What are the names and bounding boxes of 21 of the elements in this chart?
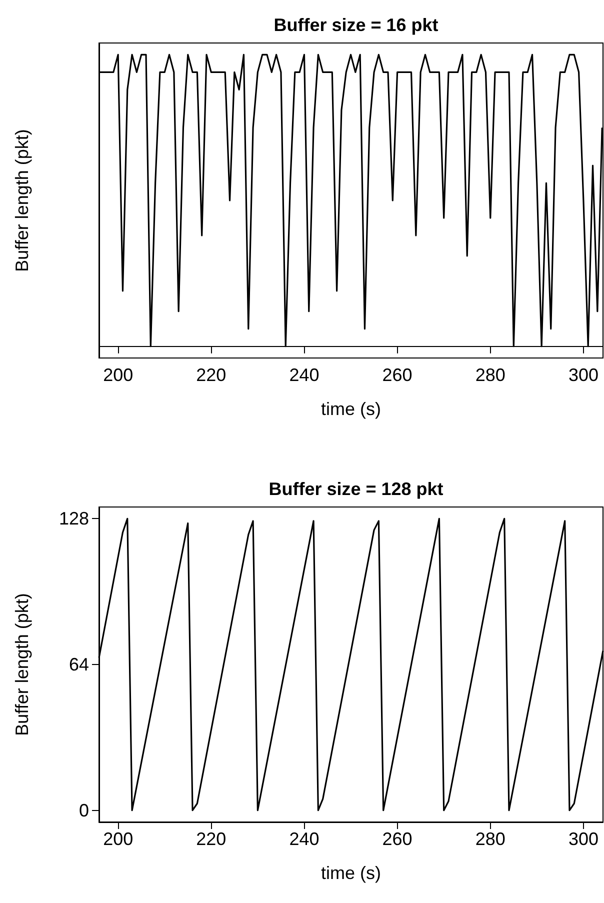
- x-tick-label: 280: [475, 829, 506, 849]
- y-axis-title: Buffer length (pkt): [12, 593, 32, 736]
- x-tick-label: 260: [382, 829, 412, 849]
- x-tick-label: 240: [289, 829, 320, 849]
- x-tick-label: 200: [103, 829, 134, 849]
- x-tick-label: 220: [196, 365, 226, 385]
- x-axis-title: time (s): [321, 863, 381, 883]
- x-tick-label: 280: [475, 365, 506, 385]
- x-tick-label: 300: [568, 365, 598, 385]
- x-tick-label: 220: [196, 829, 226, 849]
- x-tick-label: 300: [568, 829, 598, 849]
- y-tick-label: 128: [58, 508, 89, 529]
- x-tick-label: 200: [103, 365, 134, 385]
- y-axis-title: Buffer length (pkt): [12, 129, 32, 272]
- chart-title: Buffer size = 16 pkt: [274, 15, 438, 35]
- y-tick-label: 0: [78, 800, 89, 820]
- x-tick-label: 240: [289, 365, 320, 385]
- y-tick-label: 64: [68, 654, 89, 674]
- chart-title: Buffer size = 128 pkt: [268, 479, 444, 499]
- x-axis-title: time (s): [321, 399, 381, 419]
- x-tick-label: 260: [382, 365, 412, 385]
